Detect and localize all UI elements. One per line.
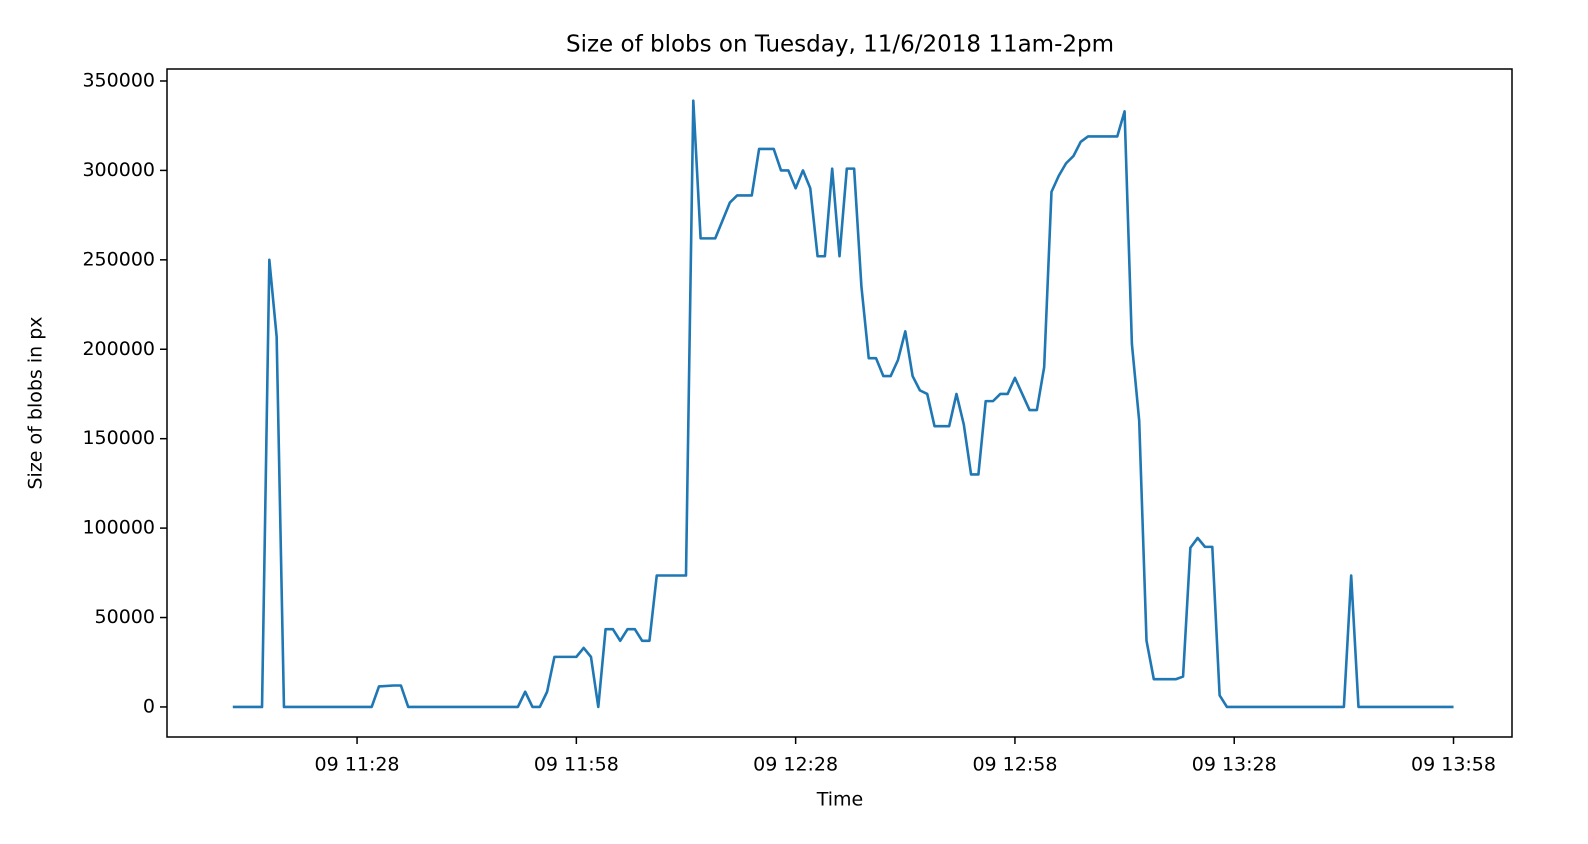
y-tick-label: 350000 xyxy=(82,69,155,91)
y-tick-label: 150000 xyxy=(82,427,155,449)
y-tick-label: 0 xyxy=(143,695,155,717)
y-tick-label: 100000 xyxy=(82,517,155,539)
data-line xyxy=(232,99,1454,709)
y-tick-label: 300000 xyxy=(82,159,155,181)
x-tick-label: 09 13:58 xyxy=(1411,754,1496,776)
chart-title: Size of blobs on Tuesday, 11/6/2018 11am… xyxy=(566,32,1114,58)
x-tick-label: 09 13:28 xyxy=(1192,754,1277,776)
plot-frame xyxy=(166,68,1513,738)
x-tick-label: 09 11:28 xyxy=(315,754,400,776)
y-tick-label: 50000 xyxy=(95,606,155,628)
x-axis-label: Time xyxy=(816,789,864,811)
x-tick-label: 09 11:58 xyxy=(534,754,619,776)
y-tick-label: 200000 xyxy=(82,338,155,360)
x-tick-label: 09 12:58 xyxy=(972,754,1057,776)
y-tick-label: 250000 xyxy=(82,248,155,270)
x-tick-label: 09 12:28 xyxy=(753,754,838,776)
y-axis-label: Size of blobs in px xyxy=(25,316,47,489)
